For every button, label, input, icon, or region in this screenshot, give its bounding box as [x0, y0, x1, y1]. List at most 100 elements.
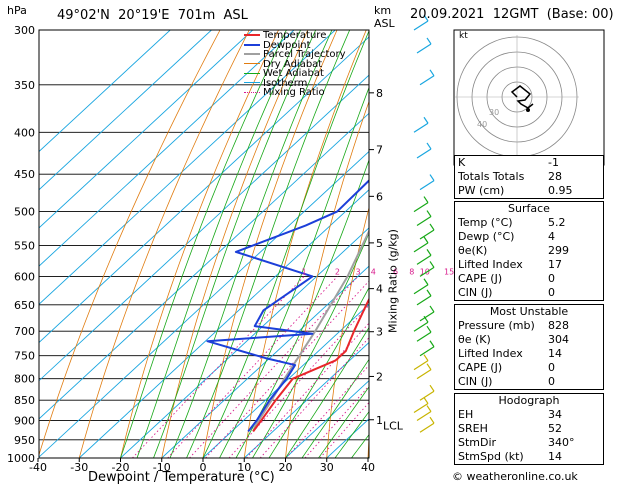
- hodo-eh: EH 34: [458, 408, 562, 421]
- legend-item: Parcel Trajectory: [244, 50, 346, 60]
- hodograph-ring-label: 40: [477, 120, 487, 129]
- x-tick-label: -10: [153, 461, 171, 474]
- mixing-ratio-line: [285, 364, 369, 458]
- pressure-tick-label: 850: [14, 394, 35, 407]
- wet-adiabat-line: [153, 30, 317, 458]
- hpa-label: hPa: [7, 4, 27, 17]
- index-pw: PW (cm) 0.95: [458, 184, 573, 197]
- wind-barb-flag: [423, 196, 429, 203]
- mixing-ratio-line: [132, 276, 305, 458]
- wind-barb: [419, 346, 435, 357]
- lcl-label: LCL: [383, 419, 404, 432]
- credit-text: © weatheronline.co.uk: [452, 470, 578, 483]
- wind-barb-flag: [423, 278, 429, 286]
- pressure-tick-label: 650: [14, 299, 35, 312]
- mixing-ratio-line: [246, 322, 369, 458]
- axes: 1234681015202530035040045050055060065070…: [7, 24, 486, 474]
- hodograph-table: Hodograph EH 34 SREH 52 StmDir 340° StmSpd …: [454, 393, 604, 465]
- legend-item: Isotherm: [244, 78, 346, 88]
- wind-barb: [413, 321, 429, 332]
- wind-barb-flag: [423, 14, 429, 22]
- isotherm-line: [161, 265, 369, 458]
- wind-barb: [413, 20, 429, 31]
- km-tick-label: 1: [376, 414, 383, 427]
- dry-adiabat-line: [39, 30, 221, 457]
- x-tick-label: -40: [29, 461, 47, 474]
- isotherm-line: [39, 30, 171, 153]
- diagram-background-lines: [39, 30, 369, 458]
- isotherm-line: [39, 36, 369, 344]
- pressure-tick-label: 500: [14, 206, 35, 219]
- wind-barb: [416, 216, 432, 227]
- mixing-ratio-tick-label: 3: [356, 267, 361, 276]
- hodo-stmspd: StmSpd (kt) 14: [458, 450, 562, 463]
- dry-adiabat-line: [285, 100, 369, 458]
- storm-motion-marker: [526, 108, 530, 112]
- isotherm-line: [243, 341, 369, 458]
- pressure-tick-label: 700: [14, 325, 35, 338]
- mixing-ratio-line: [167, 276, 338, 458]
- mixing-ratio-tick-label: 2: [335, 267, 340, 276]
- wind-barb-flag: [429, 69, 435, 77]
- wet-adiabat-line: [301, 358, 369, 458]
- wet-adiabat-line: [202, 30, 369, 458]
- wet-adiabat-line: [219, 86, 369, 458]
- pressure-tick-label: 300: [14, 24, 35, 37]
- wet-adiabat-line: [318, 386, 369, 458]
- km-tick-label: 3: [376, 326, 383, 339]
- wind-barb: [416, 148, 432, 159]
- km-tick-label: 4: [376, 283, 383, 296]
- hodograph-ring-label: 30: [489, 108, 499, 117]
- wind-barb: [416, 369, 432, 380]
- wind-barb: [413, 122, 429, 133]
- most-unstable-title: Most Unstable: [489, 305, 569, 318]
- dewpoint-line: [206, 179, 369, 433]
- dry-adiabat-line: [243, 30, 367, 458]
- mu-lifted-index: Lifted Index 14: [458, 347, 562, 360]
- isotherm-line: [39, 30, 295, 267]
- wet-adiabat-line: [334, 410, 369, 458]
- wind-barb: [413, 242, 429, 253]
- temperature-line: [252, 297, 369, 433]
- pressure-tick-label: 550: [14, 239, 35, 252]
- mixing-ratio-line: [304, 385, 369, 458]
- wind-barb-flag: [426, 249, 432, 256]
- most-unstable-panel: Most Unstable Pressure (mb) 828 θe (K) 304…: [454, 304, 604, 390]
- wind-barb-flag: [429, 416, 435, 424]
- wind-barb: [413, 202, 429, 213]
- wind-barb: [416, 411, 432, 422]
- wind-barb: [419, 180, 435, 191]
- mixing-ratio-line: [189, 276, 359, 458]
- wind-barb: [413, 403, 429, 414]
- mu-cin: CIN (J) 0: [458, 375, 555, 388]
- wet-adiabat-line: [120, 30, 287, 458]
- wind-barb: [416, 331, 432, 342]
- mu-pressure: Pressure (mb) 828: [458, 319, 569, 332]
- wet-adiabat-line: [268, 286, 369, 458]
- wind-barb: [419, 266, 435, 277]
- mixing-ratio-tick-label: 1: [301, 267, 306, 276]
- wind-barb-flag: [426, 405, 432, 412]
- mixing-ratio-tick-label: 4: [371, 267, 376, 276]
- profile-lines: [206, 179, 369, 433]
- hodograph-frame: [453, 29, 605, 166]
- wind-barb: [419, 229, 435, 240]
- isotherm-line: [39, 30, 336, 305]
- mixing-ratio-tick-label: 6: [393, 267, 398, 276]
- km-tick-label: 7: [376, 144, 383, 157]
- index-totals: Totals Totals 28: [458, 170, 562, 183]
- legend-item: Dewpoint: [244, 40, 346, 50]
- mixing-ratio-line: [205, 280, 369, 458]
- location-title: 49°02'N 20°19'E 701m ASL: [57, 8, 248, 23]
- wind-barb: [416, 254, 432, 265]
- isotherm-line: [39, 112, 369, 420]
- pressure-tick-label: 400: [14, 126, 35, 139]
- mu-cape: CAPE (J) 0: [458, 361, 555, 374]
- wind-barb-flag: [429, 340, 435, 348]
- wet-adiabat-line: [136, 30, 301, 458]
- surface-cape: CAPE (J) 0: [458, 272, 555, 285]
- hodo-stmdir: StmDir 340°: [458, 436, 575, 449]
- km-tick-label: 5: [376, 237, 383, 250]
- hodograph-title: Hodograph: [498, 394, 560, 407]
